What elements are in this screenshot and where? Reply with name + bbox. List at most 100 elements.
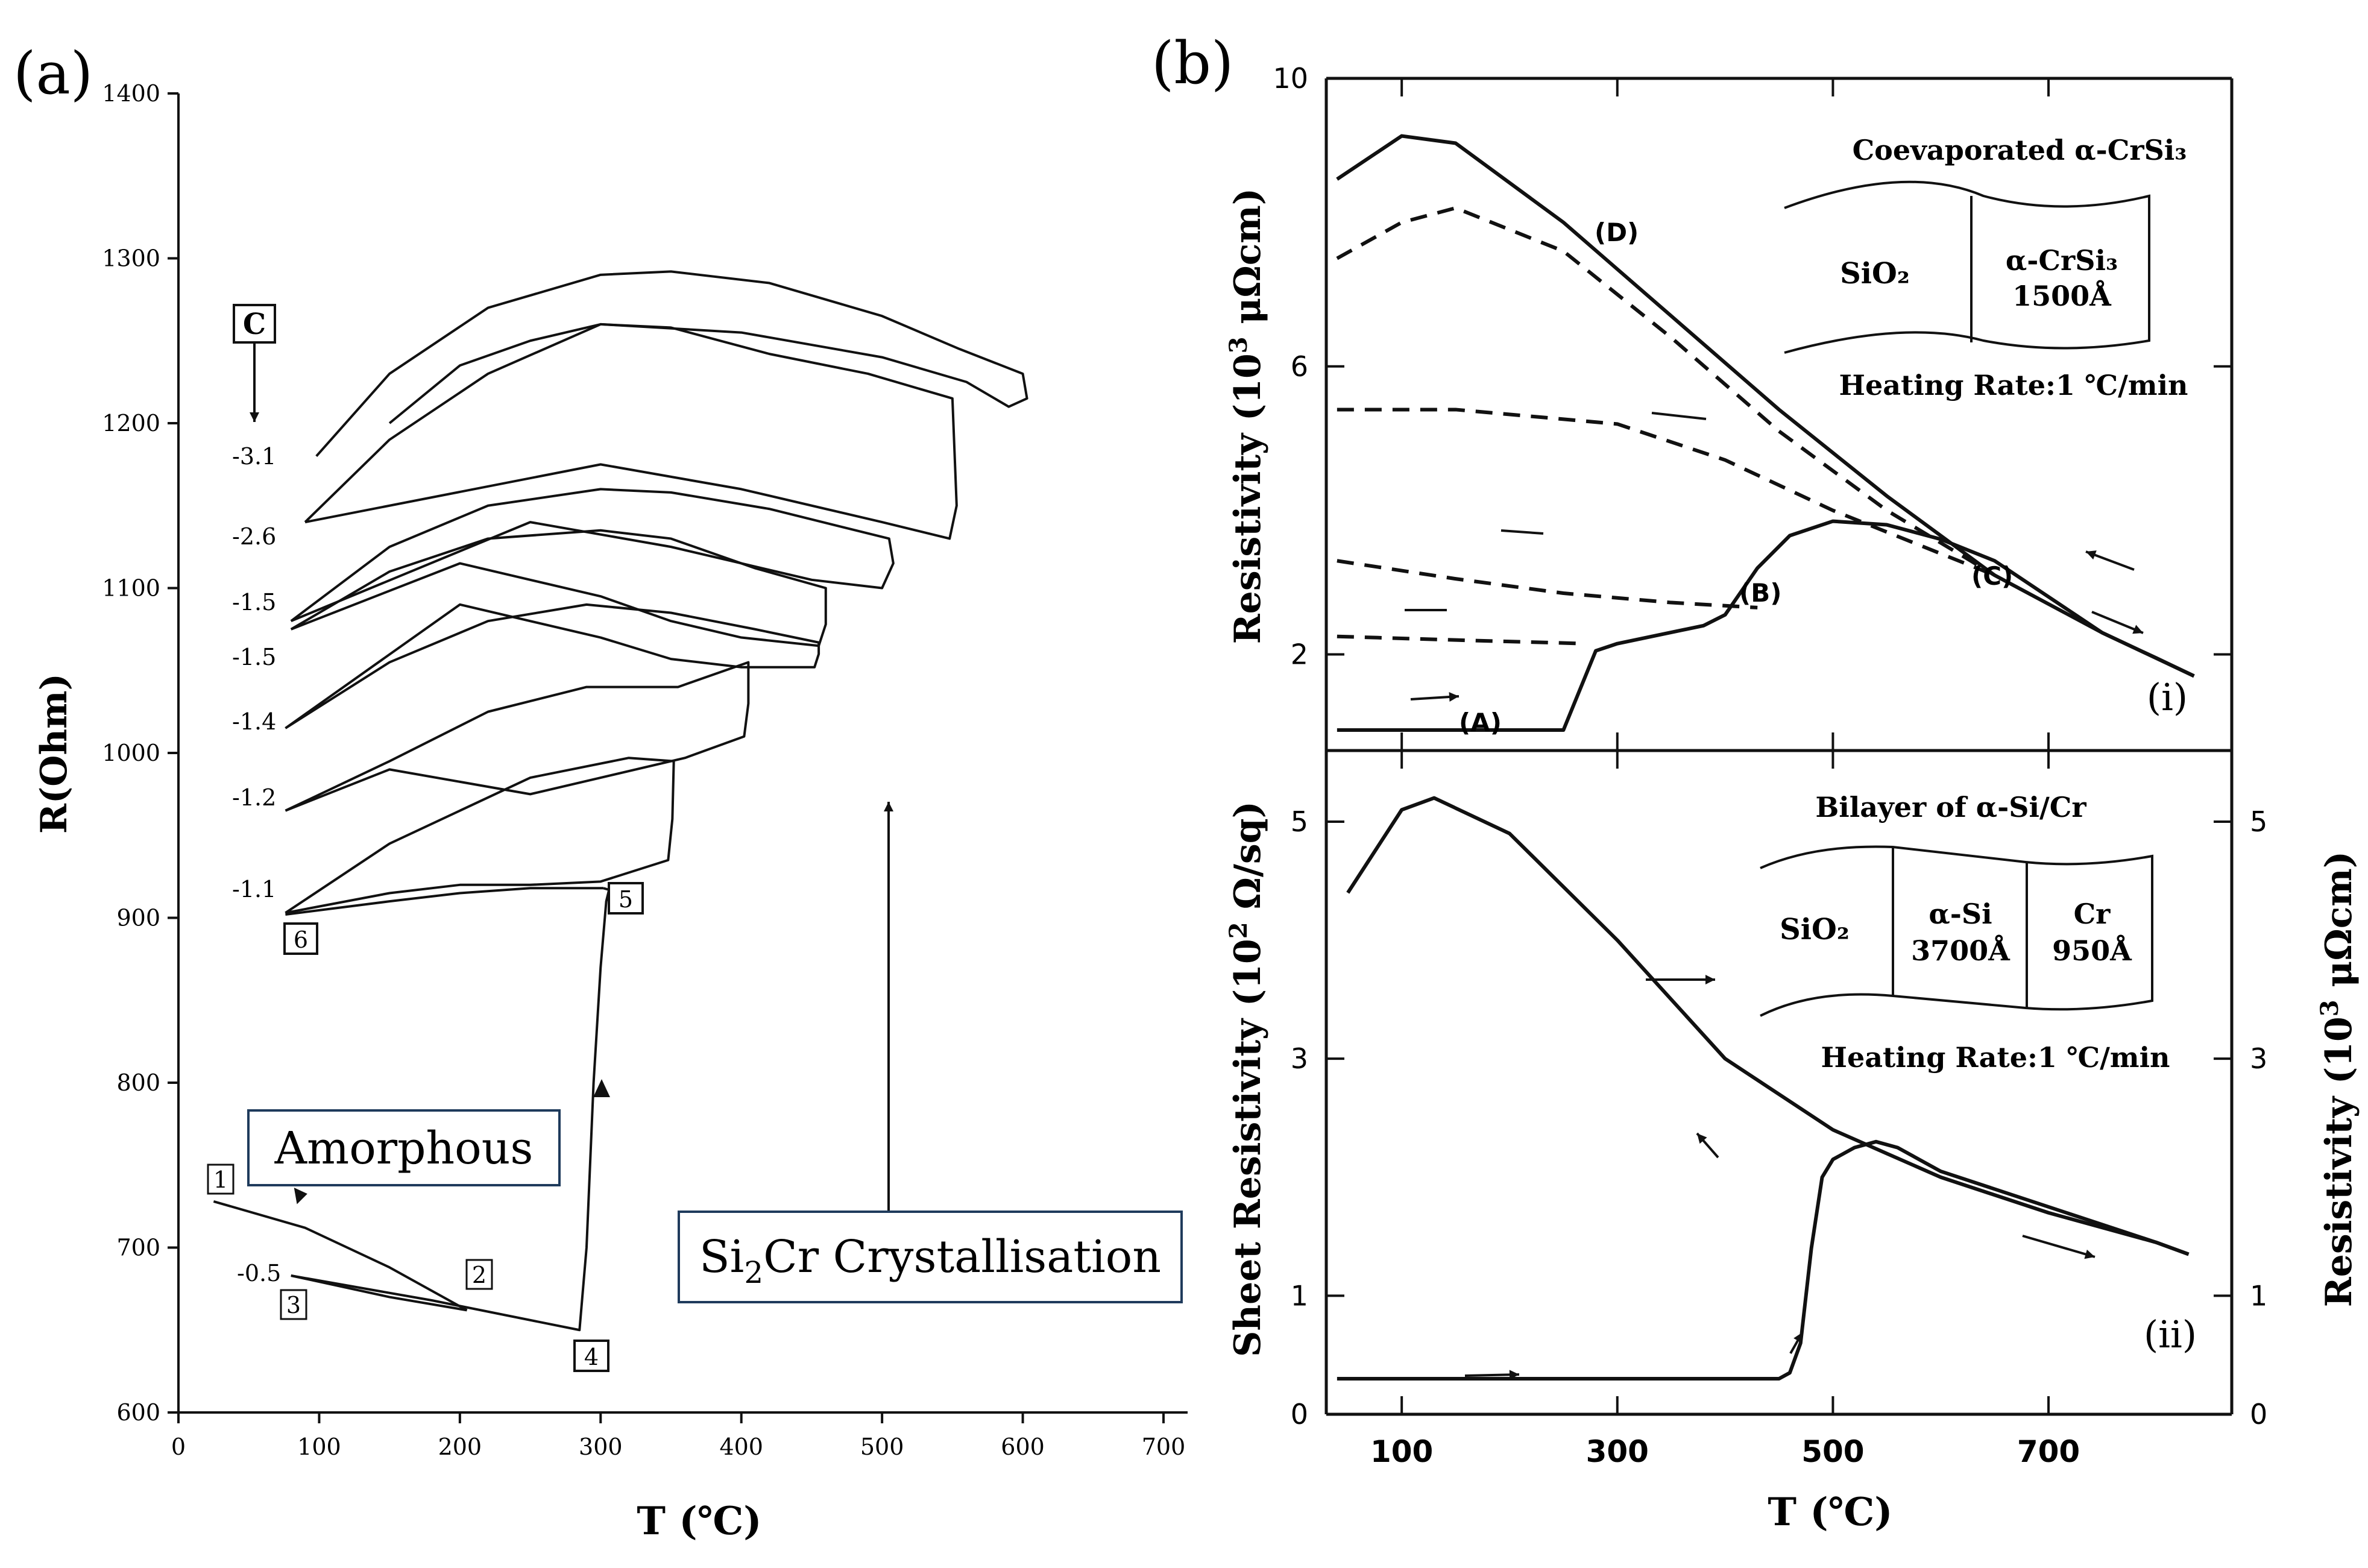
b-i-heating-rate: Heating Rate:1 ℃/min xyxy=(1839,369,2188,401)
a-x-tick-label: 500 xyxy=(860,1434,904,1460)
a-y-label: R(Ohm) xyxy=(33,673,75,834)
a-arrowhead xyxy=(593,1079,610,1097)
b-ii-y-tick-label-left: 3 xyxy=(1291,1042,1308,1075)
point-label: 6 xyxy=(294,927,308,953)
b-ii-y-tick-label-right: 5 xyxy=(2250,805,2267,838)
b-i-title: Coevaporated α-CrSi₃ xyxy=(1853,134,2187,166)
a-series-line xyxy=(291,1274,467,1312)
a-series-line xyxy=(285,603,820,729)
b-i-y-tick-label: 10 xyxy=(1273,62,1308,95)
b-i-y-tick-label: 2 xyxy=(1291,638,1308,671)
a-ticks: 0 100 200 300 400 500 600 700600700800900100011… xyxy=(102,80,1185,1460)
a-x-tick-label: 700 xyxy=(1142,1434,1186,1460)
point-label: 2 xyxy=(472,1262,487,1288)
b-ii-y-label-right: Resistivity (103 μΩcm) xyxy=(2316,851,2360,1307)
a-series-line xyxy=(290,488,895,623)
point-label: (A) xyxy=(1459,708,1502,737)
b-i-series-line xyxy=(1337,519,2195,732)
b-i-series-line xyxy=(1337,408,1995,577)
inset-label: SiO₂ xyxy=(1840,257,1910,291)
b-i-inset: SiO₂ α-CrSi₃ 1500Å xyxy=(1784,180,2150,354)
panel-label-b: (b) xyxy=(1151,30,1233,97)
a-x-tick-label: 600 xyxy=(1001,1434,1045,1460)
b-ii-title: Bilayer of α-Si/Cr xyxy=(1815,791,2086,823)
c-value: -1.5 xyxy=(232,644,276,670)
c-box-label: C xyxy=(243,307,266,341)
inset-label: 3700Å xyxy=(1911,934,2011,967)
point-label: 4 xyxy=(584,1344,599,1370)
a-y-tick-label: 1200 xyxy=(102,410,160,436)
amorphous-label: Amorphous xyxy=(274,1122,534,1174)
a-y-tick-label: 1000 xyxy=(102,740,160,766)
panel-label-a: (a) xyxy=(13,40,93,107)
crystallisation-box xyxy=(678,1211,1183,1303)
a-x-label: T (℃) xyxy=(637,1499,761,1544)
point-boxes: 1 2 3 4 5 6 xyxy=(207,882,644,1372)
a-y-tick-label: 900 xyxy=(116,905,160,931)
b-i-series-line xyxy=(1337,634,1585,646)
b-ii-tag: (ii) xyxy=(2144,1312,2197,1356)
b-x-tick-label: 500 xyxy=(1801,1434,1864,1469)
crystallisation-label: Si2Cr Crystallisation xyxy=(699,1231,1161,1290)
a-arrowhead xyxy=(294,1187,307,1204)
inset-label: α-CrSi₃ xyxy=(2006,244,2118,277)
a-series-line xyxy=(285,757,675,915)
a-x-tick-label: 0 xyxy=(171,1434,186,1460)
b-i-tag: (i) xyxy=(2147,675,2188,719)
b-ii-y-tick-label-left: 0 xyxy=(1291,1398,1308,1431)
inset-label: SiO₂ xyxy=(1780,913,1850,946)
b-ii-y-label-left: Sheet Resistivity (102 Ω/sq) xyxy=(1224,801,1269,1357)
a-y-tick-label: 1300 xyxy=(102,245,160,272)
a-series-line xyxy=(213,1200,468,1312)
b-i-series-line xyxy=(1336,206,1996,577)
panel-a: (a) 0 100 200 300 400 500 600 700 600 700 800 900 10… xyxy=(13,40,1188,1544)
b-curves xyxy=(1336,134,2195,1381)
b-ii-inset: SiO₂ α-Si 3700Å Cr 950Å xyxy=(1760,845,2153,1017)
b-x-tick-label: 100 xyxy=(1370,1434,1433,1469)
amorphous-box xyxy=(247,1109,561,1186)
inset-label: 950Å xyxy=(2052,934,2132,967)
point-label: (D) xyxy=(1595,218,1639,247)
inset-label: Cr xyxy=(2074,898,2111,930)
a-x-tick-label: 300 xyxy=(579,1434,623,1460)
point-label: (B) xyxy=(1739,578,1781,608)
b-ii-y-tick-label-left: 1 xyxy=(1291,1279,1308,1312)
b-x-tick-label: 300 xyxy=(1586,1434,1649,1469)
c-value: -1.1 xyxy=(232,876,276,902)
inset-label: 1500Å xyxy=(2012,279,2112,312)
b-ii-y-tick-label-right: 1 xyxy=(2250,1279,2267,1312)
a-y-tick-label: 800 xyxy=(116,1069,160,1096)
a-y-tick-label: 700 xyxy=(116,1235,160,1261)
a-curves xyxy=(213,270,1028,1332)
point-label: 3 xyxy=(286,1292,301,1318)
a-series-line xyxy=(285,887,603,916)
a-y-tick-label: 1100 xyxy=(102,575,160,602)
b-i-series-line xyxy=(1337,559,1758,609)
c-value: -2.6 xyxy=(232,523,276,550)
b-i-y-label: Resistivity (103 μΩcm) xyxy=(1224,188,1269,644)
b-ii-y-tick-label-right: 3 xyxy=(2250,1042,2267,1075)
c-value: -1.5 xyxy=(232,589,276,616)
a-y-tick-label: 600 xyxy=(116,1399,160,1426)
a-series-line xyxy=(285,661,750,812)
inset-label: α-Si xyxy=(1929,898,1992,930)
b-ii-series-line xyxy=(1346,796,2190,1256)
direction-arrows xyxy=(1405,412,2144,1380)
b-x-tick-label: 700 xyxy=(2017,1434,2080,1469)
b-ii-y-tick-label-right: 0 xyxy=(2250,1398,2267,1431)
a-x-tick-label: 100 xyxy=(297,1434,341,1460)
a-x-tick-label: 200 xyxy=(438,1434,482,1460)
b-ii-heating-rate: Heating Rate:1 ℃/min xyxy=(1821,1041,2170,1074)
c-value: -1.4 xyxy=(232,708,276,735)
b-x-label: T (℃) xyxy=(1768,1490,1892,1535)
point-label: (C) xyxy=(1971,561,2013,591)
b-ii-y-tick-label-left: 5 xyxy=(1291,805,1308,838)
point-label: 5 xyxy=(619,886,633,913)
b-i-point-labels: (A) (B) (C) (D) xyxy=(1459,218,2013,737)
c-values: -3.1 -2.6 -1.5 -1.5 -1.4 -1.2 -1.1 -0.5 xyxy=(232,443,281,1286)
b-i-series-line xyxy=(1336,134,2195,678)
a-series-line xyxy=(315,270,1028,458)
